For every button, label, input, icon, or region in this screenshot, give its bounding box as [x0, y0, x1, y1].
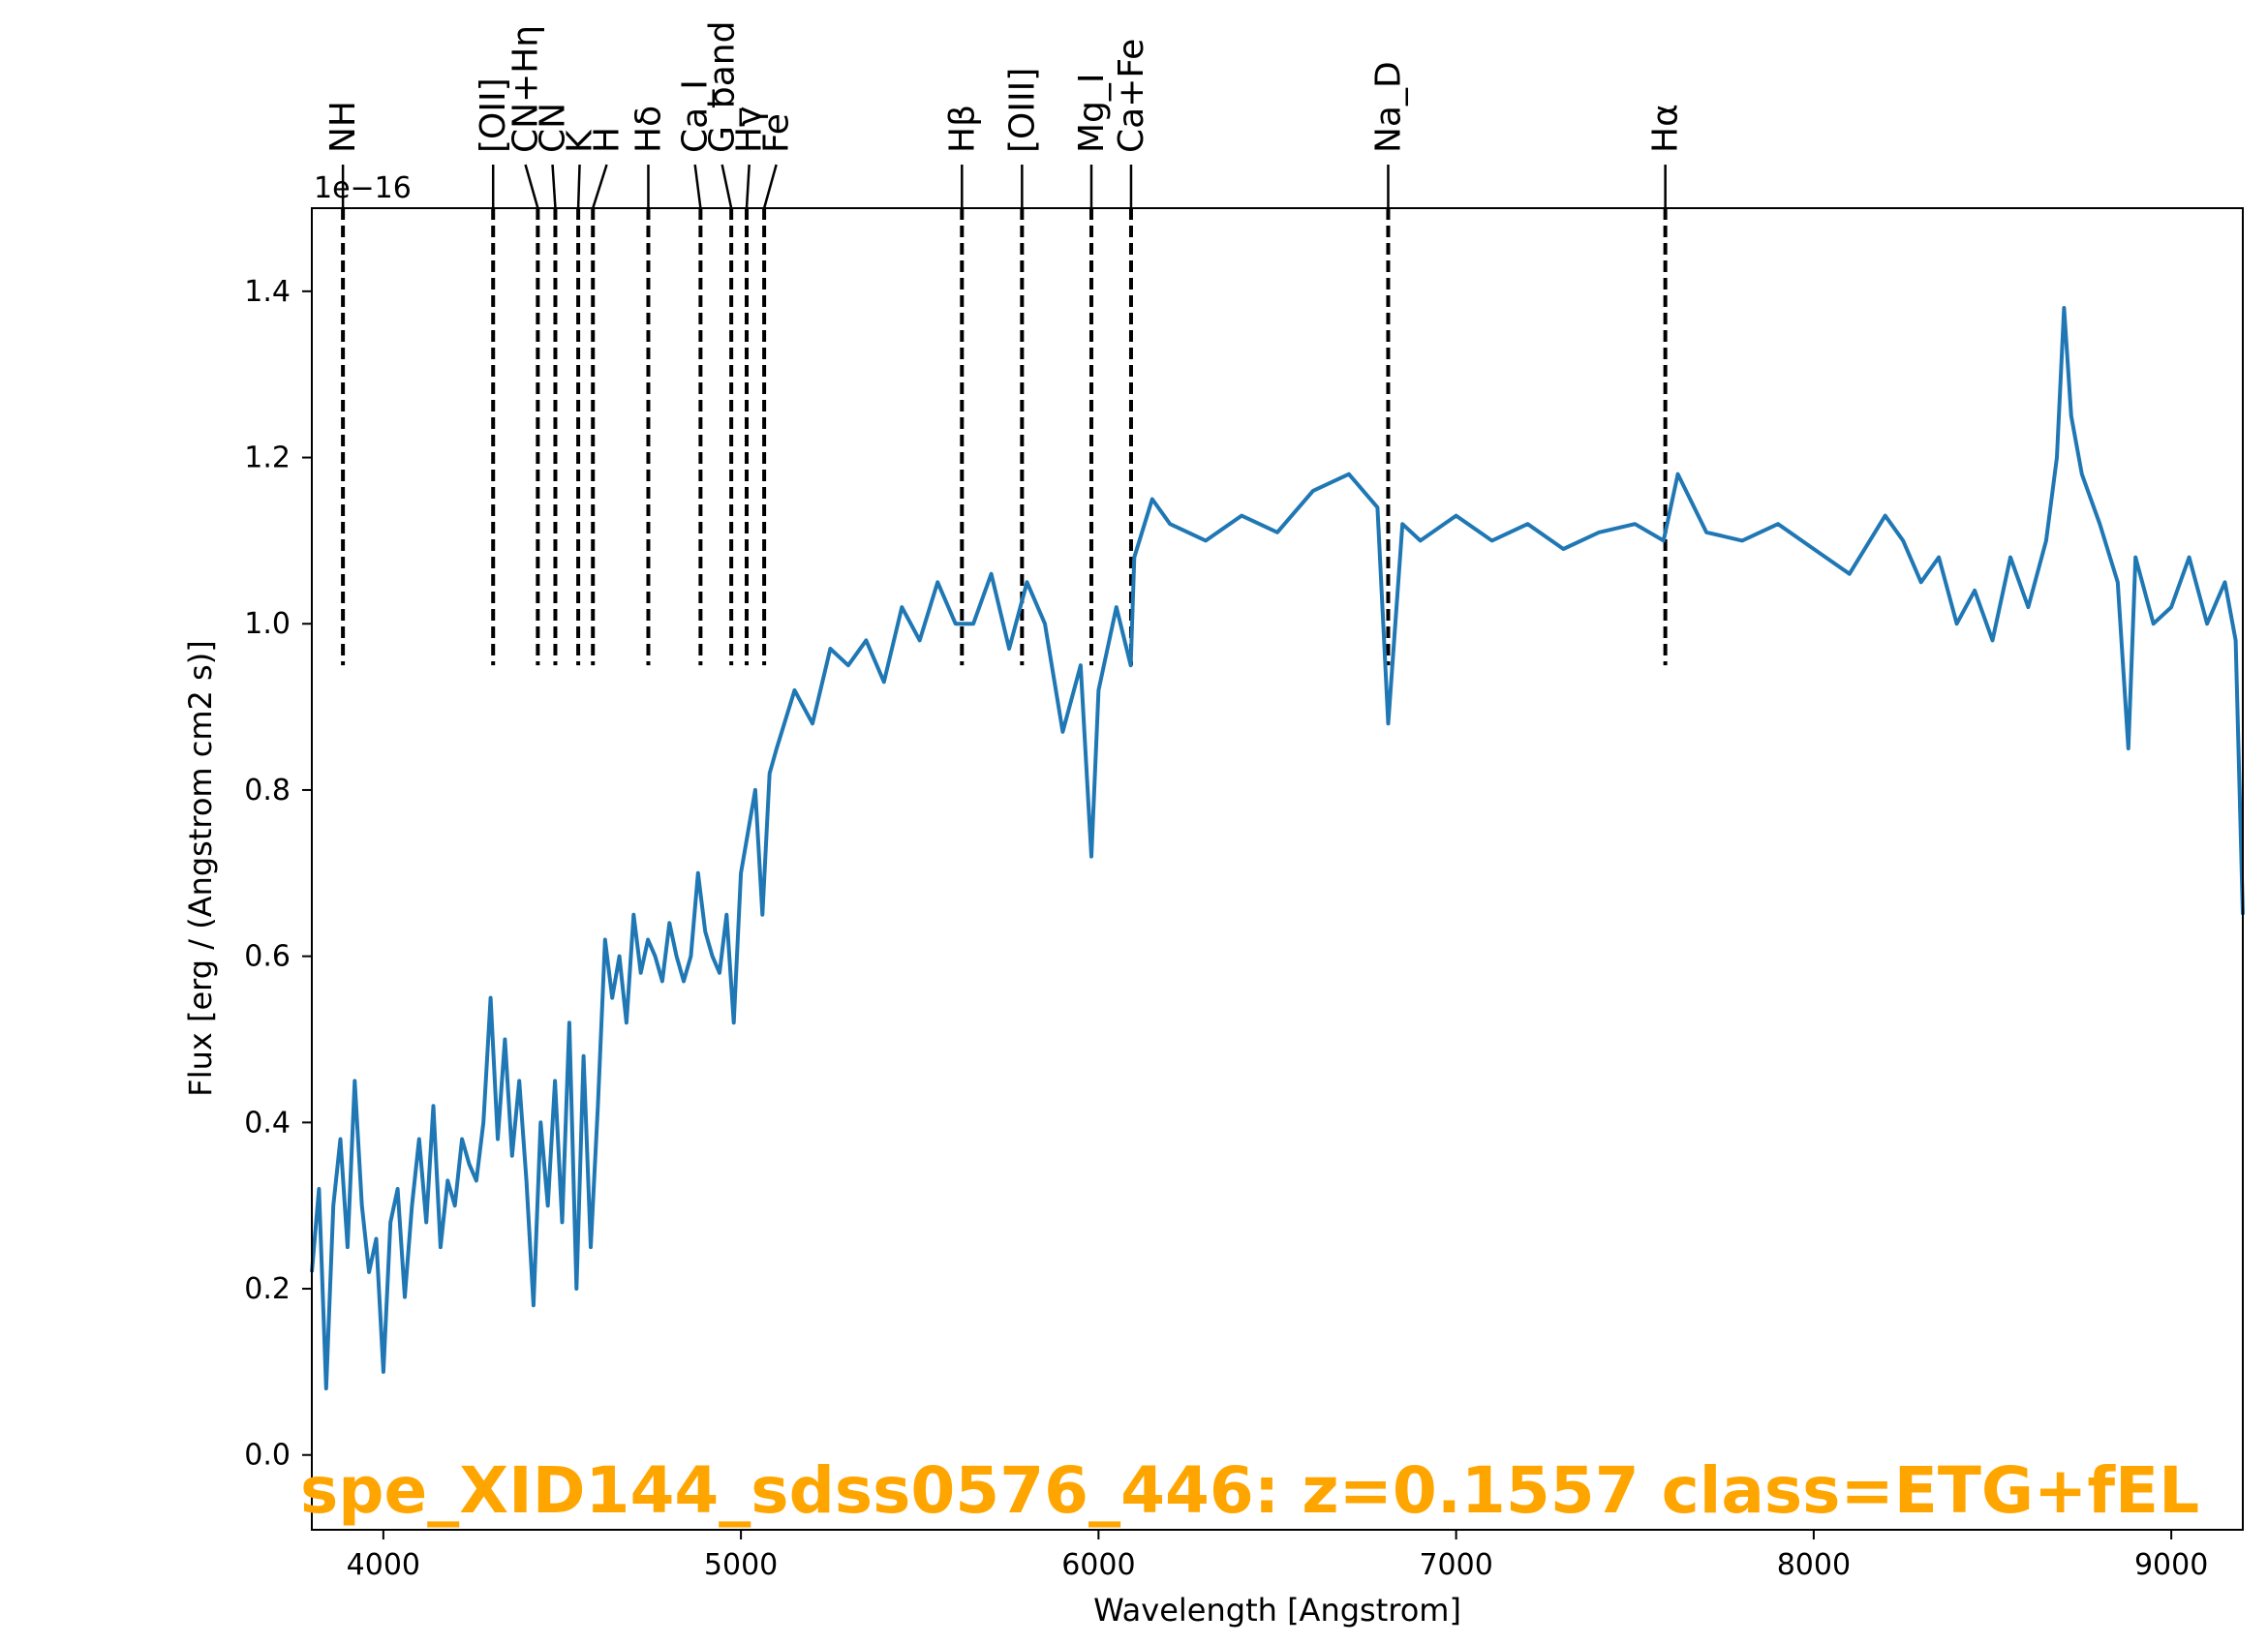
x-tick-label: 5000	[704, 1548, 778, 1582]
spectral-line-leader	[762, 164, 778, 209]
spectral-line-label: CN	[534, 103, 573, 153]
spectral-line-leader	[524, 164, 539, 209]
spectral-line-label: Na_D	[1369, 61, 1409, 153]
spectral-line-markers	[341, 208, 1668, 666]
spectral-line-leader	[745, 164, 751, 209]
spectral-line-label: H	[588, 127, 628, 153]
spectral-line-label: G_band	[703, 21, 743, 153]
y-tick-label: 0.6	[244, 940, 291, 974]
spectral-line-leader	[693, 164, 702, 209]
spectral-line-label: Ca_I	[676, 79, 716, 153]
spectrum-id-annotation: spe_XID144_sdss0576_446: z=0.1557 class=…	[300, 1453, 2199, 1528]
spectral-line-label: Fe	[757, 113, 797, 153]
spectral-line-label: K	[561, 129, 600, 153]
x-tick-label: 4000	[347, 1548, 420, 1582]
spectral-line-label: [OII]	[474, 77, 513, 153]
plot-frame	[311, 207, 2244, 1531]
spectral-line-label: CN+Hη	[506, 25, 546, 153]
spectral-line-label: Hγ	[730, 107, 770, 153]
spectral-line-label: Hα	[1646, 104, 1686, 153]
axis-ticks: 4000 5000 6000 7000 8000 9000 0.0 0.2 0.4 0.6 0.8 1…	[244, 275, 2208, 1582]
spectral-line-leader	[551, 164, 557, 209]
x-tick-label: 7000	[1419, 1548, 1492, 1582]
y-tick-label: 0.4	[244, 1106, 291, 1140]
x-tick-label: 9000	[2134, 1548, 2208, 1582]
spectral-line-label: NH	[323, 101, 363, 153]
spectral-line-label: Hβ	[942, 105, 982, 153]
y-tick-label: 1.4	[244, 275, 291, 309]
y-offset-label: 1e−16	[314, 171, 412, 205]
spectral-line-label: [OIII]	[1002, 68, 1042, 153]
y-tick-label: 1.0	[244, 607, 291, 641]
spectral-line-leader	[592, 164, 608, 209]
x-axis-label: Wavelength [Angstrom]	[1093, 1592, 1461, 1629]
spectral-line-label: Hδ	[629, 106, 669, 153]
spectral-line-leader	[720, 164, 733, 209]
y-tick-label: 1.2	[244, 442, 291, 475]
spectrum-series	[310, 306, 2245, 1391]
spectral-line-leader	[576, 164, 581, 209]
y-tick-label: 0.0	[244, 1439, 291, 1473]
spectrum-line-0	[310, 306, 2245, 1391]
x-tick-label: 6000	[1061, 1548, 1135, 1582]
y-tick-label: 0.2	[244, 1272, 291, 1306]
x-tick-label: 8000	[1777, 1548, 1851, 1582]
spectral-line-label: Mg_I	[1072, 73, 1112, 153]
y-tick-label: 0.8	[244, 774, 291, 807]
spectral-line-label: Ca+Fe	[1112, 39, 1151, 153]
y-axis-label: Flux [erg / (Angstrom cm2 s)]	[182, 640, 219, 1096]
